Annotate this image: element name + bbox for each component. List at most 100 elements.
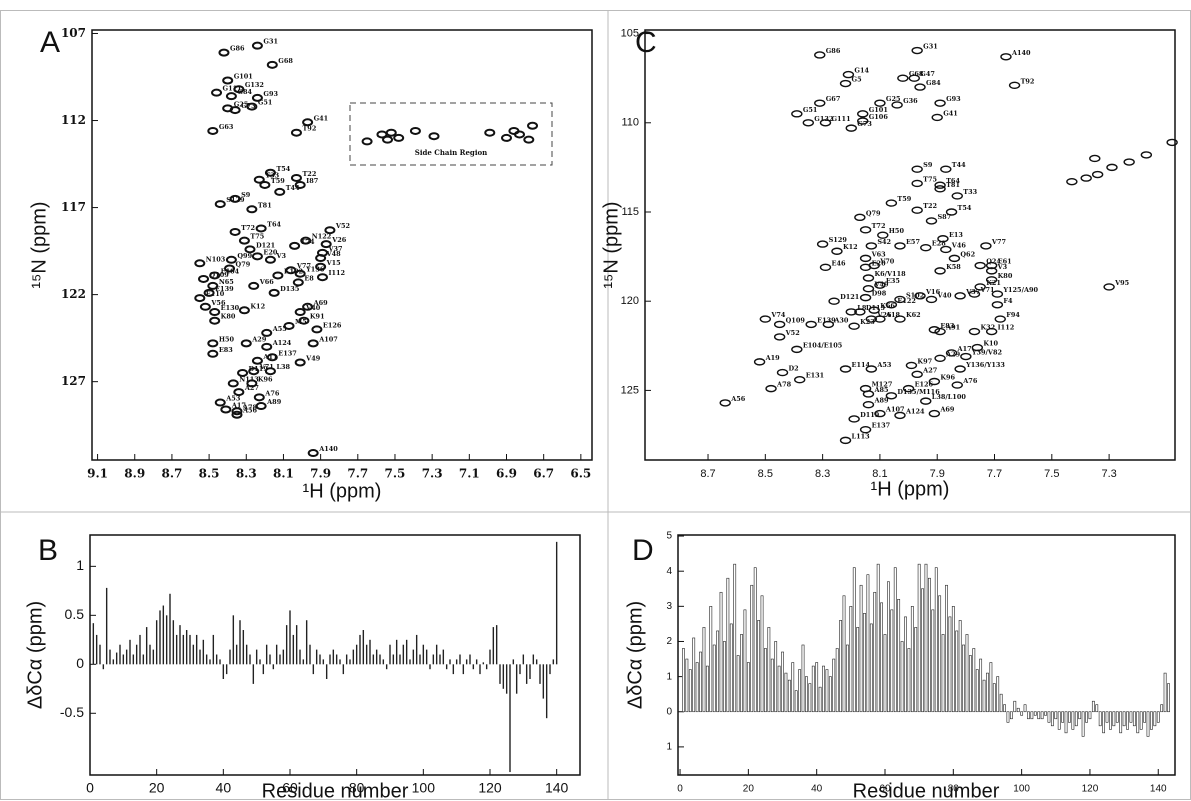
peak [229, 227, 241, 236]
peak-label: T92 [302, 125, 316, 133]
bar [736, 655, 740, 713]
peak [753, 358, 766, 366]
bar [992, 683, 996, 713]
bar [372, 654, 375, 665]
x-tick-label: 80 [349, 780, 365, 796]
peak-label: V66 [259, 278, 275, 286]
x-tick-label: 140 [545, 780, 569, 796]
peak-label: V77 [991, 238, 1006, 246]
bar [459, 654, 461, 665]
y-tick-label: -0.5 [60, 704, 84, 720]
bar [733, 563, 737, 713]
peak [209, 316, 221, 325]
y-tick-label: 0 [76, 655, 84, 671]
peak [911, 165, 923, 173]
peak-label: E137 [872, 422, 891, 430]
peak-label: E8 [304, 274, 314, 282]
bar [172, 620, 175, 665]
bar [982, 679, 986, 713]
peak [294, 358, 306, 367]
bar [189, 634, 191, 665]
peak [214, 398, 226, 407]
peak-label: E130 [221, 304, 240, 312]
peak-label: K102 [284, 267, 303, 275]
peak-label: A56 [730, 395, 746, 403]
peak [831, 247, 843, 255]
peak [951, 381, 963, 389]
peak [862, 285, 875, 293]
y-axis-label: ¹⁵N (ppm) [600, 201, 622, 288]
bar [805, 676, 808, 713]
bar [764, 648, 767, 713]
peak [266, 60, 278, 69]
bar [852, 567, 856, 713]
peak-label: G41 [314, 114, 329, 122]
peak [945, 349, 958, 357]
peak [765, 384, 777, 393]
bar [941, 634, 945, 713]
peak [905, 361, 918, 370]
peak-label: G67 [826, 95, 841, 103]
peak [980, 242, 992, 250]
bar [1040, 711, 1044, 720]
peak-label: A11 [262, 353, 277, 361]
peak-label: S42 [877, 238, 891, 246]
peak [902, 384, 915, 393]
peak-label: Q79 [866, 209, 881, 217]
bar [996, 676, 1000, 713]
peak [974, 261, 986, 270]
peak-label: Y125/A90 [1002, 286, 1038, 294]
bar [1153, 711, 1157, 727]
peak-label: A53 [876, 361, 892, 369]
peak [307, 449, 319, 458]
bar [275, 644, 278, 665]
peak [991, 290, 1004, 298]
bar [292, 634, 295, 665]
y-tick-label: 122 [61, 287, 86, 301]
bar [175, 634, 178, 665]
peak-label: A55 [272, 325, 288, 333]
bar [1027, 711, 1030, 720]
peak [209, 308, 221, 317]
peak [1106, 163, 1118, 172]
peak [839, 365, 852, 373]
bar [1047, 711, 1051, 723]
peak [361, 137, 373, 146]
bar [219, 659, 221, 665]
peak [207, 339, 219, 348]
bar [502, 664, 505, 689]
bar [890, 609, 894, 713]
peak-label: K10 [983, 340, 998, 348]
peak-label: V52 [335, 222, 350, 230]
bar [449, 659, 451, 665]
peak [859, 226, 872, 234]
peak-label: G51 [258, 99, 273, 107]
x-axis-label: Residue number [853, 780, 1000, 801]
peak [759, 315, 772, 323]
bar [699, 651, 702, 713]
bar [938, 595, 942, 713]
bar [539, 664, 541, 684]
bar [726, 577, 730, 713]
peak-label: V26 [331, 236, 347, 244]
peak [859, 293, 872, 302]
bar [849, 606, 853, 713]
peak [527, 121, 539, 130]
bar [352, 649, 355, 665]
peak-label: A27 [244, 384, 259, 392]
bar [1146, 711, 1150, 737]
peak [985, 276, 998, 284]
x-tick-label: 100 [1013, 784, 1030, 795]
bar [332, 649, 335, 665]
peak [857, 110, 869, 118]
bar [1167, 683, 1170, 713]
peak-label: A29 [945, 350, 961, 358]
bar [1020, 711, 1024, 716]
x-tick-label: 0 [86, 780, 94, 796]
bar [522, 654, 525, 665]
peak [264, 168, 276, 177]
peak-label: E104 [221, 267, 240, 275]
peak [259, 180, 271, 189]
peak-label: A140 [318, 445, 338, 453]
peak-label: G31 [263, 38, 278, 46]
